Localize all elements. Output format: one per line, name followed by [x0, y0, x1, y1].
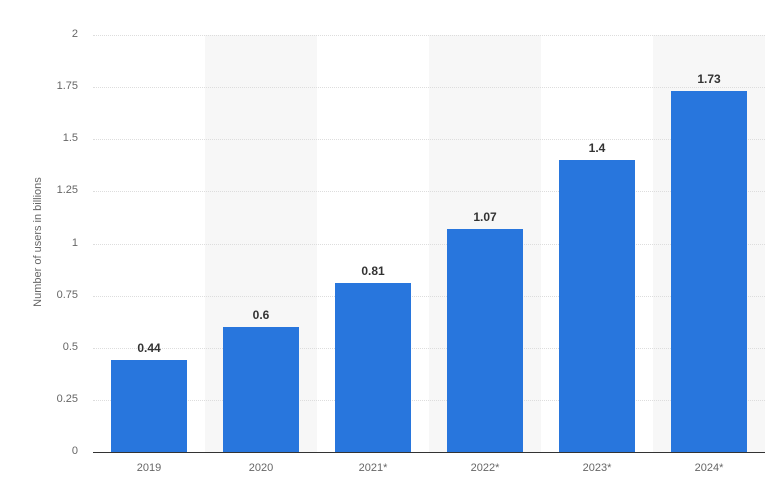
gridline — [93, 139, 765, 141]
x-tick-label: 2019 — [136, 462, 162, 474]
gridline — [93, 295, 765, 297]
x-tick-label: 2024* — [694, 462, 724, 474]
y-tick-label: 0.25 — [56, 392, 78, 405]
value-label: 1.4 — [588, 141, 606, 156]
value-label: 0.81 — [361, 264, 385, 279]
x-tick-label: 2021* — [358, 462, 388, 474]
x-axis-line — [93, 452, 765, 453]
value-label: 0.6 — [252, 307, 270, 322]
y-tick-label: 0 — [71, 445, 78, 457]
gridline — [93, 191, 765, 193]
gridline — [93, 347, 765, 349]
y-tick-label: 0.75 — [56, 288, 78, 301]
y-tick-label: 1 — [71, 236, 78, 249]
value-label: 1.73 — [697, 72, 721, 87]
bar-2020[interactable] — [223, 326, 299, 452]
bar-2023[interactable] — [559, 160, 635, 452]
x-tick-label: 2020 — [248, 462, 274, 474]
bar-2024[interactable] — [671, 91, 747, 452]
x-tick-label: 2023* — [582, 462, 612, 474]
y-tick-label: 1.5 — [62, 132, 78, 145]
y-tick-label: 1.75 — [56, 80, 78, 93]
value-label: 1.07 — [473, 209, 497, 224]
value-label: 0.44 — [137, 341, 161, 356]
y-tick-label: 0.5 — [62, 340, 78, 353]
gridline — [93, 35, 765, 36]
x-tick-label: 2022* — [470, 462, 500, 474]
y-tick-label: 2 — [71, 28, 78, 40]
gridline — [93, 399, 765, 401]
bar-2021[interactable] — [335, 283, 411, 452]
gridline — [93, 87, 765, 89]
gridline — [93, 243, 765, 245]
y-tick-label: 1.25 — [56, 184, 78, 197]
bar-2022[interactable] — [447, 228, 523, 452]
bar-2019[interactable] — [111, 360, 187, 452]
